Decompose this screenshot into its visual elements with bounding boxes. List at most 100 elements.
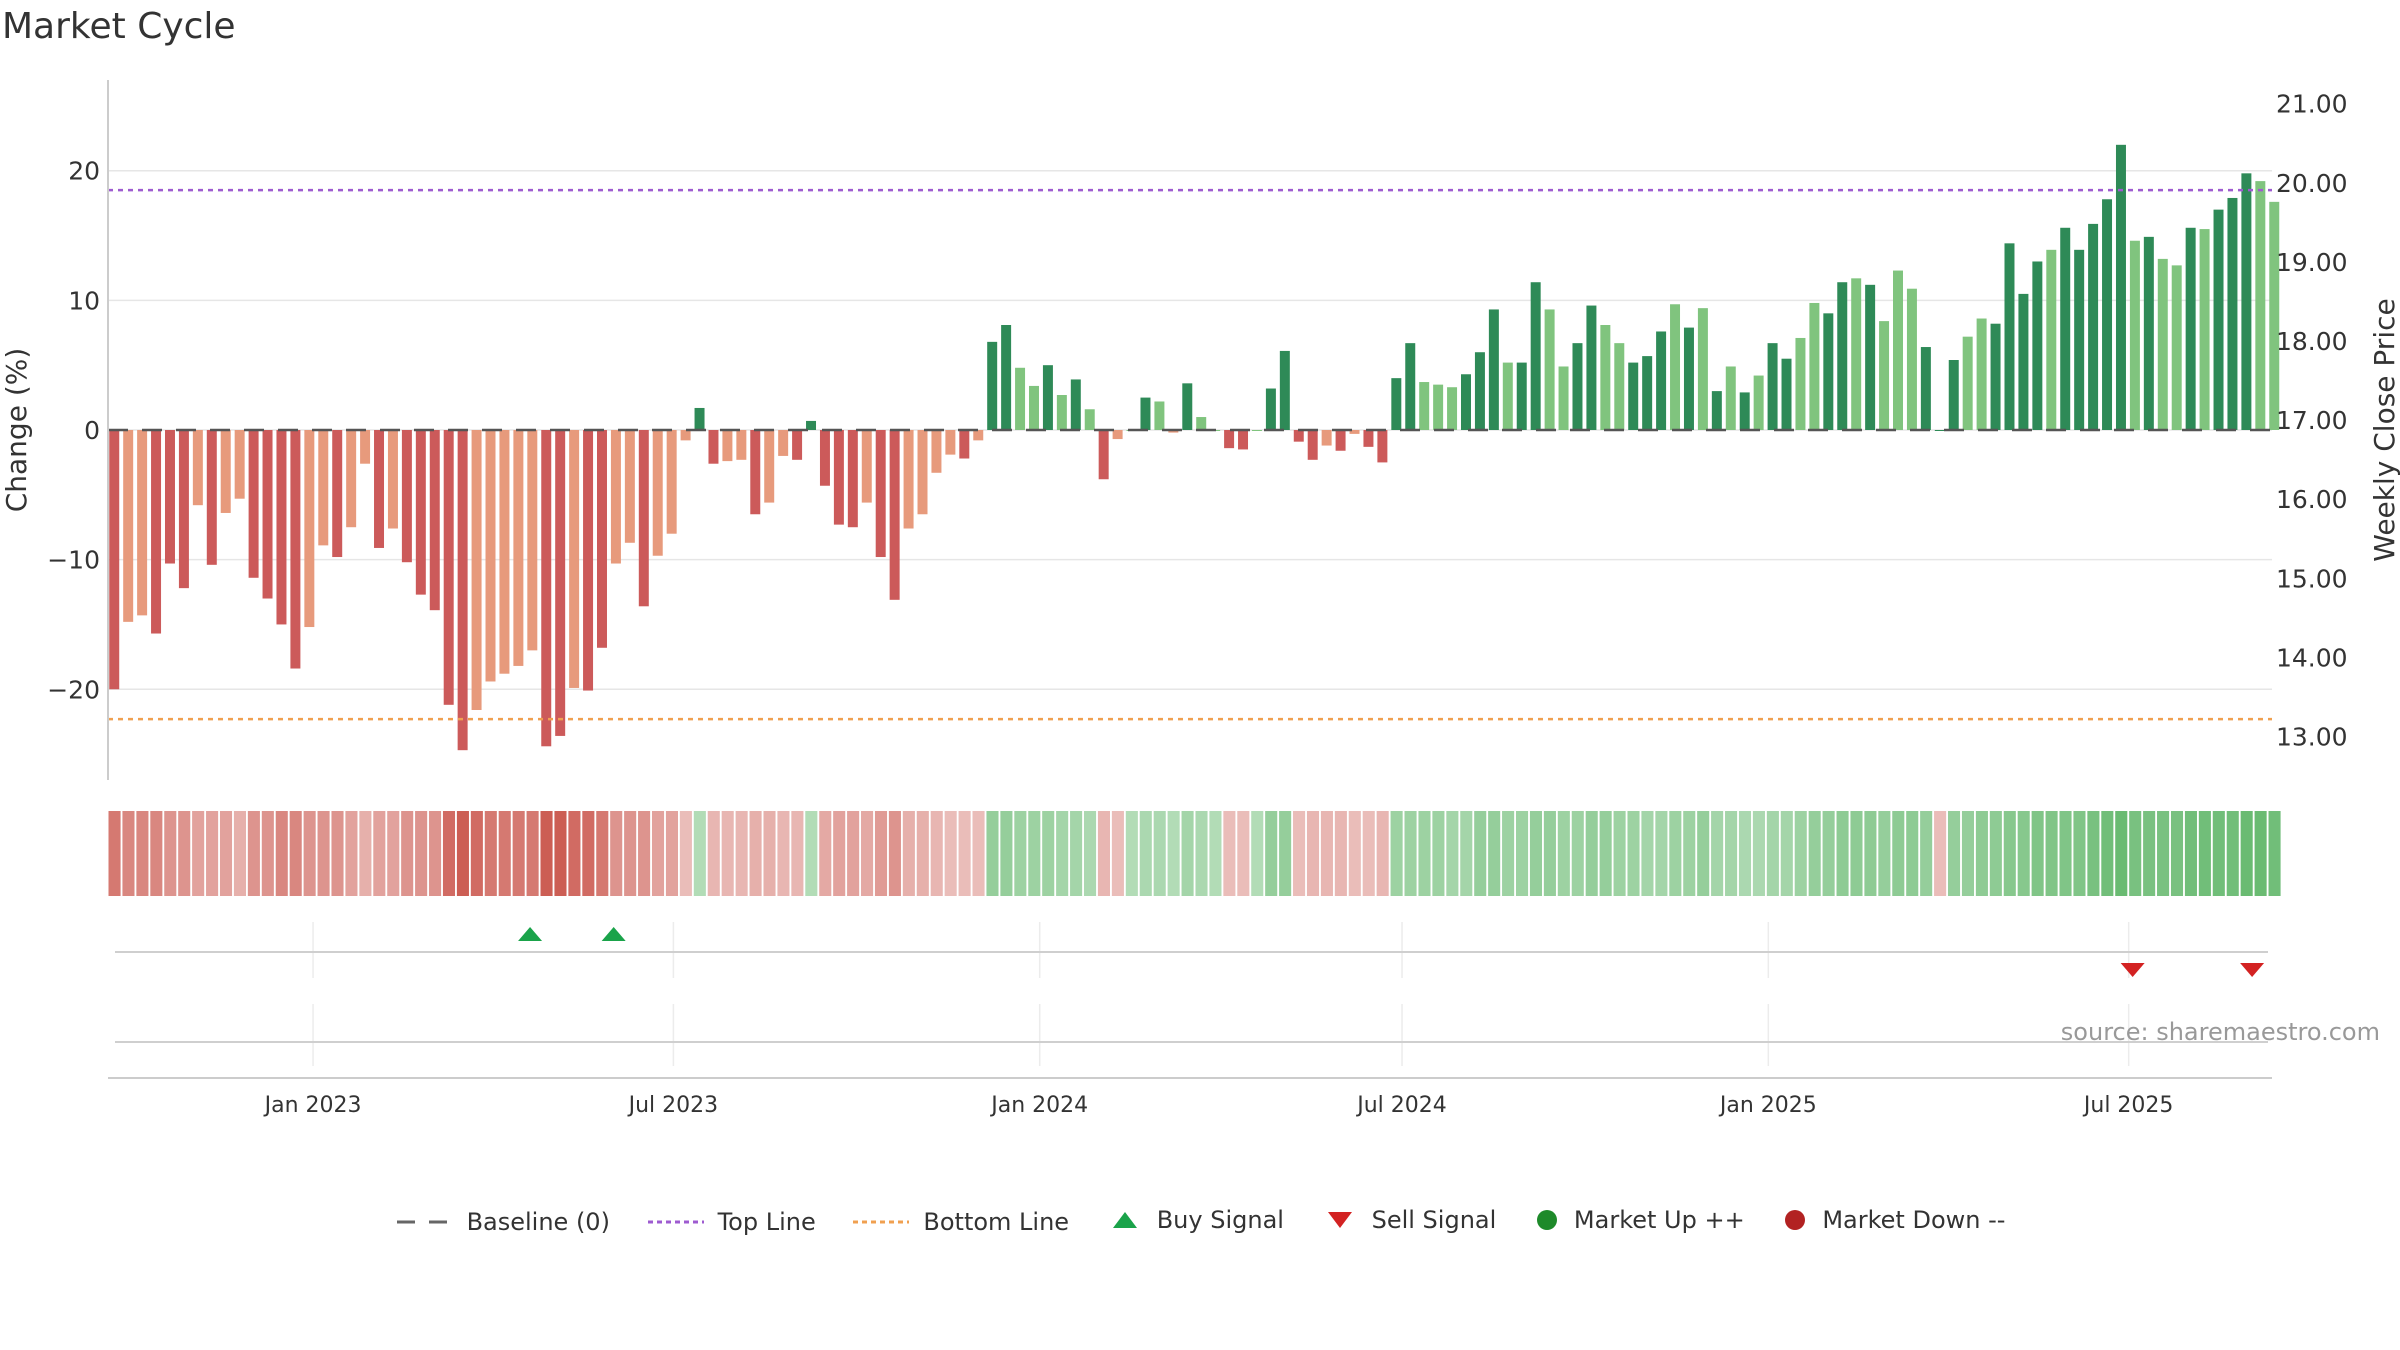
bar bbox=[583, 430, 594, 691]
sell-signal-marker bbox=[2240, 963, 2265, 977]
bar bbox=[541, 430, 552, 747]
heat-cell bbox=[819, 811, 832, 896]
heat-cell bbox=[930, 811, 943, 896]
heat-cell bbox=[1265, 811, 1278, 896]
heat-cell bbox=[1794, 811, 1807, 896]
heat-cell bbox=[874, 811, 888, 896]
heat-cell bbox=[1042, 811, 1055, 896]
legend-label: Baseline (0) bbox=[466, 1208, 610, 1236]
heat-cell bbox=[1237, 811, 1250, 896]
heat-cell bbox=[261, 811, 274, 896]
legend-item-sell-signal: Sell Signal bbox=[1320, 1206, 1496, 1234]
bar bbox=[610, 430, 621, 564]
bar bbox=[1391, 378, 1402, 430]
legend-label: Buy Signal bbox=[1156, 1206, 1284, 1234]
bar bbox=[1851, 278, 1862, 430]
bar bbox=[1628, 362, 1639, 430]
bar bbox=[1321, 430, 1332, 446]
bar bbox=[666, 430, 677, 534]
bar bbox=[2241, 173, 2252, 431]
legend-item-top-line: Top Line bbox=[646, 1208, 816, 1236]
bar bbox=[1056, 395, 1067, 430]
heat-cell bbox=[1209, 811, 1222, 896]
y-tick-label: 10 bbox=[68, 286, 100, 315]
reference-lines bbox=[108, 188, 2272, 721]
bar bbox=[1461, 374, 1471, 430]
bar bbox=[722, 430, 733, 462]
heat-cell bbox=[1822, 811, 1835, 896]
heat-cell bbox=[2059, 811, 2072, 896]
heat-cell bbox=[2226, 811, 2239, 896]
heat-cell bbox=[1306, 811, 1320, 896]
y2-tick-label: 20.00 bbox=[2276, 169, 2348, 198]
heat-cell bbox=[1585, 811, 1598, 896]
heat-cell bbox=[763, 811, 776, 896]
heat-cell bbox=[1446, 811, 1459, 896]
heat-cell bbox=[1599, 811, 1612, 896]
heat-cell bbox=[1028, 811, 1041, 896]
heat-cell bbox=[1752, 811, 1765, 896]
heat-cell bbox=[1543, 811, 1556, 896]
bar bbox=[1098, 430, 1109, 480]
heat-cell bbox=[2254, 811, 2267, 896]
bar bbox=[248, 430, 259, 578]
bars-layer bbox=[109, 144, 2280, 751]
bar bbox=[1837, 282, 1848, 430]
heat-cell bbox=[303, 811, 316, 896]
heat-cell bbox=[233, 811, 246, 896]
heat-cell bbox=[1947, 811, 1961, 896]
bar bbox=[1920, 347, 1931, 430]
bar bbox=[1168, 430, 1179, 433]
bar bbox=[318, 430, 329, 546]
heat-cell bbox=[456, 811, 469, 896]
heat-cell bbox=[1320, 811, 1333, 896]
bar bbox=[1990, 323, 2001, 430]
signal-panel bbox=[115, 922, 2268, 1066]
bar bbox=[2018, 293, 2029, 430]
heat-cell bbox=[1293, 811, 1306, 896]
bar bbox=[1934, 430, 1945, 431]
bar bbox=[2060, 227, 2071, 430]
bar bbox=[917, 430, 928, 515]
y2-tick-label: 13.00 bbox=[2276, 722, 2348, 751]
heat-cell bbox=[2073, 811, 2086, 896]
heat-cell bbox=[2101, 811, 2114, 896]
heat-cell bbox=[150, 811, 163, 896]
heat-cell bbox=[1725, 811, 1738, 896]
bar bbox=[1447, 387, 1458, 430]
heat-cell bbox=[2143, 811, 2156, 896]
bar bbox=[151, 430, 162, 634]
bar bbox=[2157, 258, 2168, 430]
bar bbox=[234, 430, 245, 499]
legend-item-buy-signal: Buy Signal bbox=[1105, 1206, 1284, 1234]
heat-cell bbox=[1125, 811, 1138, 896]
heat-cell bbox=[1892, 811, 1905, 896]
bar bbox=[1795, 337, 1806, 430]
bar bbox=[1530, 282, 1541, 430]
bar bbox=[360, 430, 371, 464]
heat-cell bbox=[1167, 811, 1180, 896]
legend-item-market-up: Market Up ++ bbox=[1532, 1206, 1745, 1234]
heat-cell bbox=[1181, 811, 1194, 896]
sell-signal-marker bbox=[2120, 963, 2145, 977]
bar bbox=[1224, 430, 1235, 449]
heat-cell bbox=[944, 811, 957, 896]
heat-cell bbox=[122, 811, 135, 896]
bar bbox=[2185, 227, 2196, 430]
heat-cell bbox=[1655, 811, 1668, 896]
bar bbox=[2115, 144, 2126, 430]
bar bbox=[485, 430, 496, 682]
heat-cell bbox=[1334, 811, 1347, 896]
heat-cell bbox=[206, 811, 219, 896]
legend-item-market-down: Market Down -- bbox=[1780, 1206, 2005, 1234]
heat-cell bbox=[387, 811, 400, 896]
heat-cell bbox=[192, 811, 205, 896]
axes-layer: 20 10 0 −10 −20 21.00 20.00 19.00 18.00 17.00 16.0… bbox=[47, 80, 2348, 780]
bar bbox=[1182, 383, 1193, 430]
heat-cell bbox=[345, 811, 358, 896]
heat-cell bbox=[1850, 811, 1863, 896]
heat-cell bbox=[693, 811, 706, 896]
bar bbox=[959, 430, 970, 459]
y2-tick-label: 19.00 bbox=[2276, 248, 2348, 277]
heat-cell bbox=[1376, 811, 1389, 896]
